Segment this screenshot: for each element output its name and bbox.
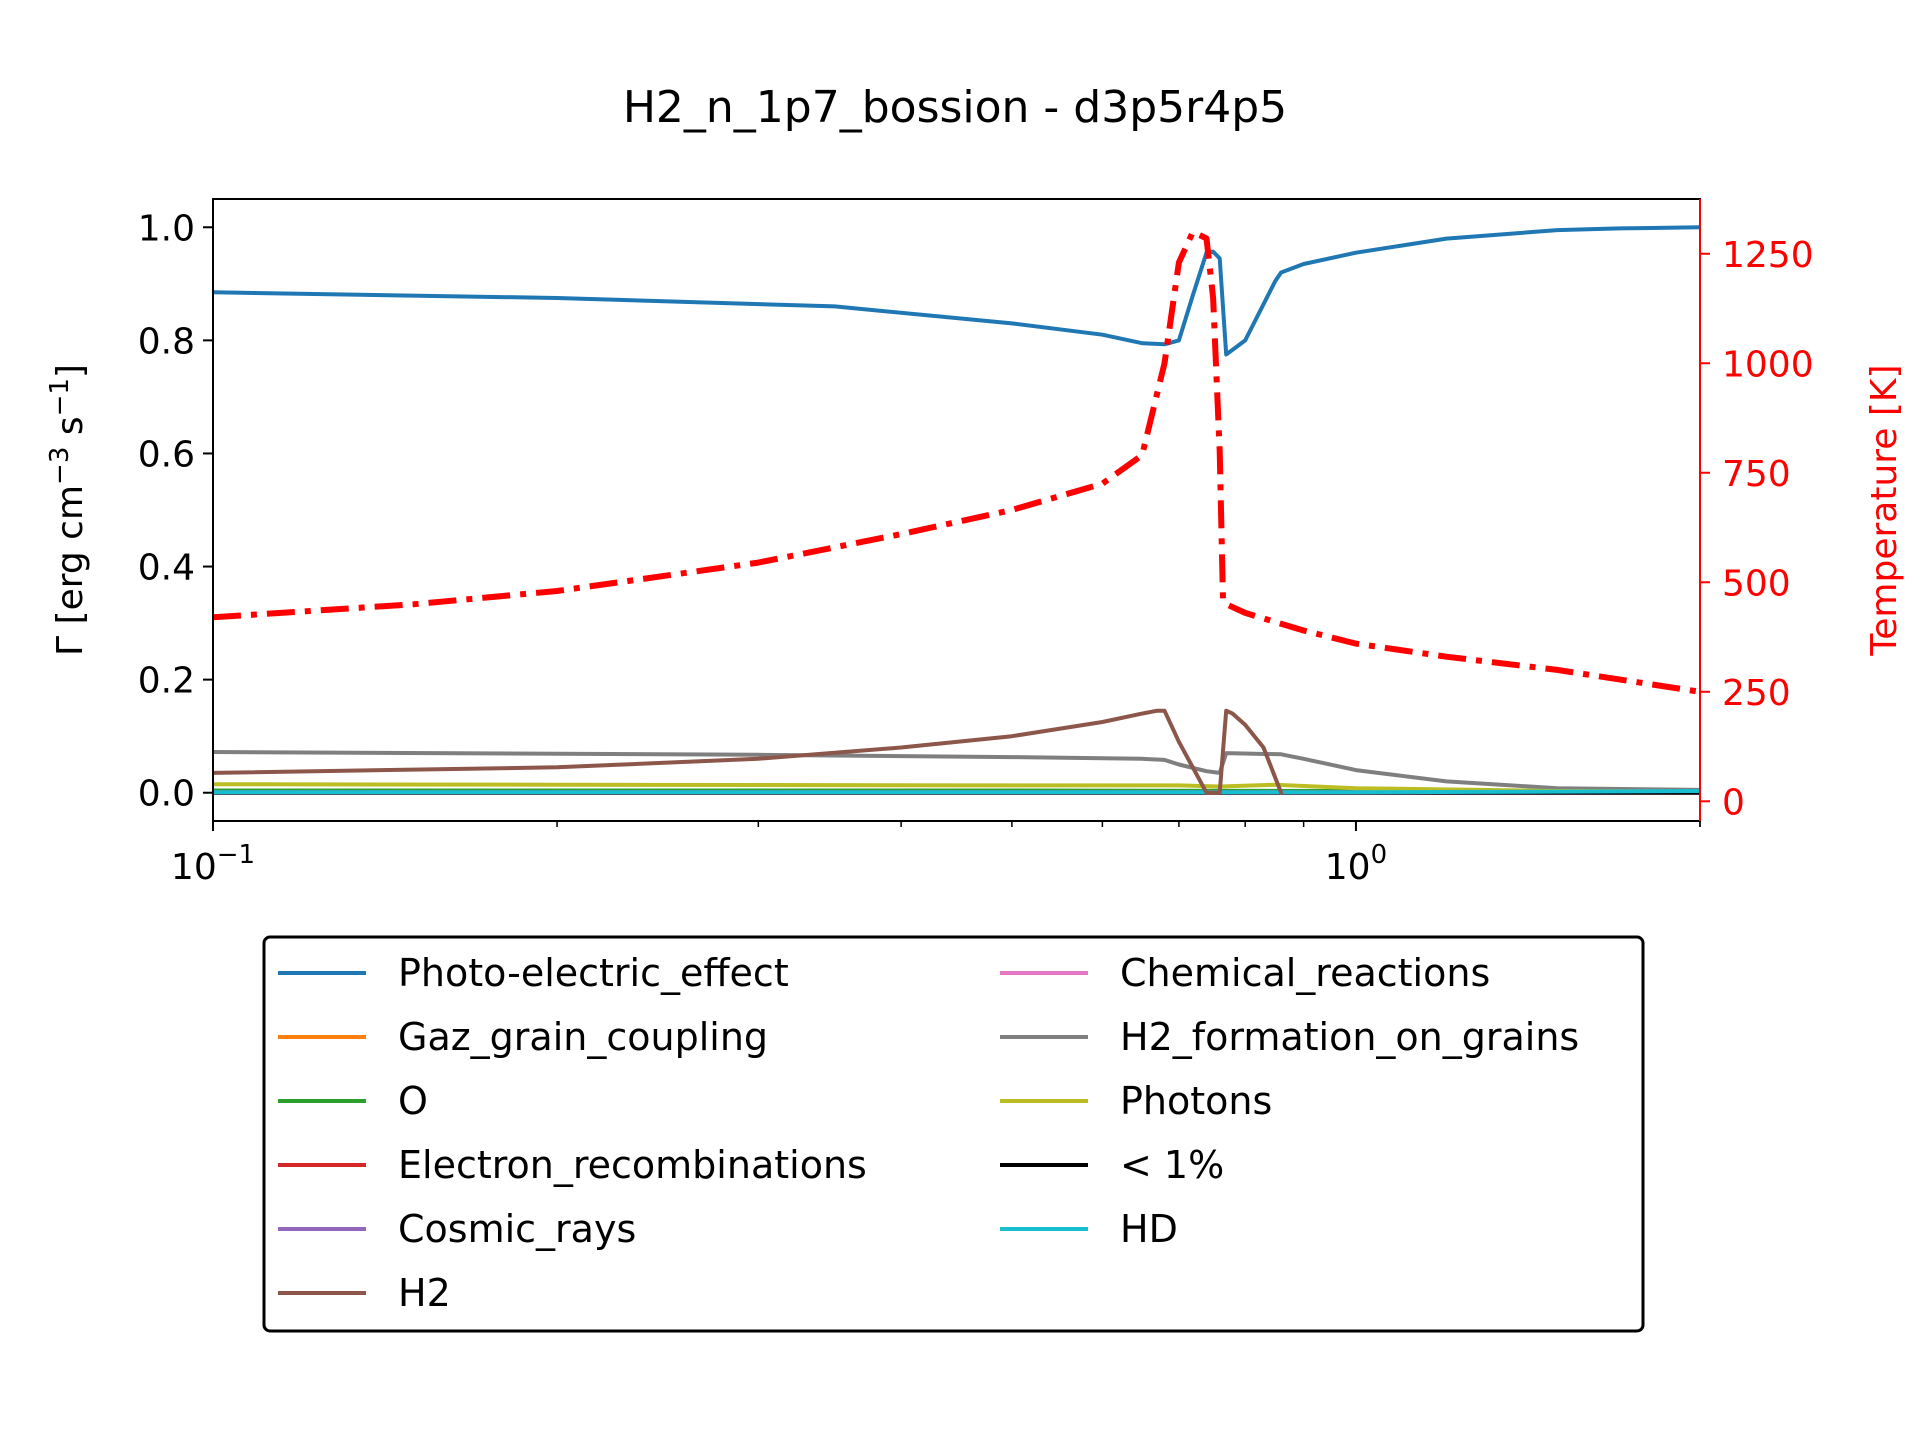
legend-label: < 1% xyxy=(1120,1143,1224,1187)
legend-label: Chemical_reactions xyxy=(1120,951,1490,995)
series-line-hd xyxy=(213,789,1700,795)
legend-label: HD xyxy=(1120,1207,1178,1251)
y-right-tick-label: 1250 xyxy=(1722,235,1814,276)
y-axis-left: 0.0 0.2 0.4 0.6 0.8 1.0 xyxy=(138,208,213,815)
legend-frame xyxy=(262,935,1645,1333)
legend-label: H2 xyxy=(398,1271,451,1315)
legend-label: O xyxy=(398,1079,428,1123)
y-right-tick-label: 500 xyxy=(1722,563,1791,604)
y-axis-label-right: Temperature [K] xyxy=(1864,364,1905,656)
y-left-tick-label: 0.4 xyxy=(138,548,195,589)
y-left-tick-label: 0.2 xyxy=(138,661,195,702)
y-axis-label-left: Γ [erg cm−3 s−1] xyxy=(45,364,91,656)
legend-label: Photo-electric_effect xyxy=(398,951,789,995)
legend-items: Photo-electric_effect Gaz_grain_coupling O… xyxy=(278,951,1579,1315)
plot-frame xyxy=(212,198,1701,822)
y-right-tick-label: 750 xyxy=(1722,454,1791,495)
legend-label: H2_formation_on_grains xyxy=(1120,1015,1579,1059)
y-left-tick-label: 1.0 xyxy=(138,208,195,249)
y-right-tick-label: 0 xyxy=(1722,782,1745,823)
series-layer xyxy=(213,225,1700,795)
x-axis: 10−1 100 xyxy=(171,821,1701,888)
y-left-tick-label: 0.6 xyxy=(138,434,195,475)
y-left-tick-label: 0.0 xyxy=(138,774,195,815)
plot-area xyxy=(212,198,1701,822)
y-axis-right: 0 250 500 750 1000 1250 xyxy=(1700,235,1814,823)
x-tick-label: 100 xyxy=(1325,840,1387,888)
temperature-line xyxy=(213,228,1700,695)
legend-label: Gaz_grain_coupling xyxy=(398,1015,768,1059)
x-tick-label: 10−1 xyxy=(171,840,255,888)
y-right-tick-label: 250 xyxy=(1722,673,1791,714)
series-line-photo-electric-effect xyxy=(213,225,1700,357)
chart-title: H2_n_1p7_bossion - d3p5r4p5 xyxy=(623,82,1287,133)
y-left-tick-label: 0.8 xyxy=(138,321,195,362)
y-right-tick-label: 1000 xyxy=(1722,344,1814,385)
legend-label: Electron_recombinations xyxy=(398,1143,867,1187)
legend-label: Photons xyxy=(1120,1079,1272,1123)
legend-label: Cosmic_rays xyxy=(398,1207,636,1251)
legend: Photo-electric_effect Gaz_grain_coupling O… xyxy=(262,935,1645,1333)
series-line-h2 xyxy=(213,708,1284,795)
